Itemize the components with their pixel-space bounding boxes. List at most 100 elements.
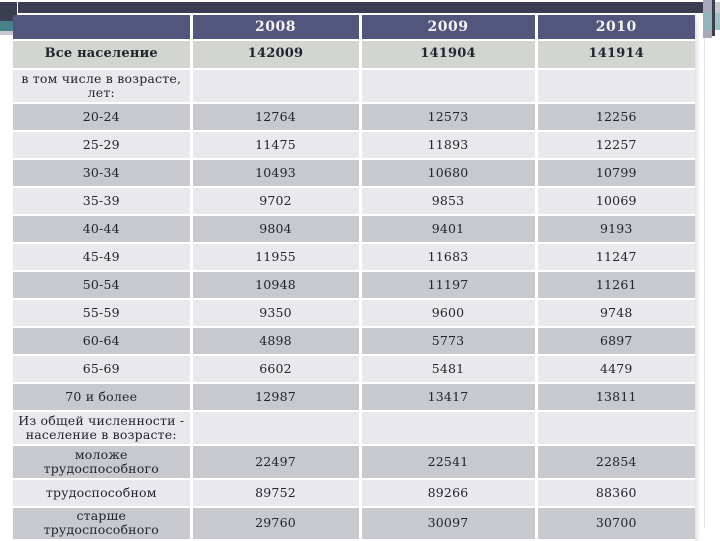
value-cell: 5481 [360, 355, 538, 384]
value-cell: 6602 [191, 355, 362, 384]
top-accent-bar [18, 2, 703, 13]
row-label: трудоспособном [13, 479, 193, 508]
value-cell [360, 69, 538, 104]
value-cell: 12257 [536, 131, 695, 160]
column-header-2010: 2010 [536, 15, 695, 41]
right-accent-gray-tip [715, 2, 720, 13]
value-cell: 10069 [536, 187, 695, 216]
table-row: 30-34 10493 10680 10799 [13, 159, 695, 188]
column-header-2008: 2008 [191, 15, 362, 41]
table-row: Из общей численности - население в возра… [13, 411, 695, 446]
value-cell: 9401 [360, 215, 538, 244]
row-label: 25-29 [13, 131, 193, 160]
value-cell: 10493 [191, 159, 362, 188]
row-label: старше трудоспособного [13, 507, 193, 541]
table-row: 20-24 12764 12573 12256 [13, 103, 695, 132]
value-cell: 11247 [536, 243, 695, 272]
value-cell: 12987 [191, 383, 362, 412]
row-label: 20-24 [13, 103, 193, 132]
value-cell: 11261 [536, 271, 695, 300]
table-row: Все население 142009 141904 141914 [13, 40, 695, 70]
value-cell: 29760 [191, 507, 362, 541]
value-cell: 13417 [360, 383, 538, 412]
value-cell: 12764 [191, 103, 362, 132]
value-cell: 142009 [191, 40, 362, 70]
value-cell: 88360 [536, 479, 695, 508]
row-label: 40-44 [13, 215, 193, 244]
value-cell: 30097 [360, 507, 538, 541]
value-cell [536, 69, 695, 104]
population-by-age-table: 2008 2009 2010 Все население 142009 141904 14… [13, 15, 695, 541]
value-cell: 4898 [191, 327, 362, 356]
value-cell: 9600 [360, 299, 538, 328]
value-cell: 10799 [536, 159, 695, 188]
row-label: моложе трудоспособного [13, 445, 193, 480]
table-row: 40-44 9804 9401 9193 [13, 215, 695, 244]
row-label: 30-34 [13, 159, 193, 188]
row-label: 50-54 [13, 271, 193, 300]
table-row: 60-64 4898 5773 6897 [13, 327, 695, 356]
row-label: 45-49 [13, 243, 193, 272]
value-cell [191, 69, 362, 104]
value-cell: 10680 [360, 159, 538, 188]
value-cell: 11955 [191, 243, 362, 272]
value-cell [536, 411, 695, 446]
table-row: 45-49 11955 11683 11247 [13, 243, 695, 272]
value-cell: 9193 [536, 215, 695, 244]
row-label: 70 и более [13, 383, 193, 412]
left-accent-gray-square [0, 31, 17, 35]
value-cell: 9804 [191, 215, 362, 244]
row-label: 35-39 [13, 187, 193, 216]
value-cell [360, 411, 538, 446]
column-header-labels [13, 15, 193, 41]
table-row: трудоспособном 89752 89266 88360 [13, 479, 695, 508]
value-cell: 9853 [360, 187, 538, 216]
value-cell: 22541 [360, 445, 538, 480]
value-cell: 4479 [536, 355, 695, 384]
right-accent-teal-block [703, 12, 720, 30]
value-cell: 11683 [360, 243, 538, 272]
table-row: 35-39 9702 9853 10069 [13, 187, 695, 216]
row-label: 65-69 [13, 355, 193, 384]
row-label: в том числе в возрасте, лет: [13, 69, 193, 104]
table-header-row: 2008 2009 2010 [13, 15, 695, 41]
value-cell: 12256 [536, 103, 695, 132]
value-cell: 11197 [360, 271, 538, 300]
value-cell: 141904 [360, 40, 538, 70]
row-label: 60-64 [13, 327, 193, 356]
value-cell: 5773 [360, 327, 538, 356]
value-cell: 6897 [536, 327, 695, 356]
right-accent-navy-line [712, 0, 715, 36]
right-faint-divider [704, 38, 705, 528]
row-label: 55-59 [13, 299, 193, 328]
value-cell: 22854 [536, 445, 695, 480]
table-row: 65-69 6602 5481 4479 [13, 355, 695, 384]
value-cell: 13811 [536, 383, 695, 412]
row-label: Из общей численности - население в возра… [13, 411, 193, 446]
table-row: в том числе в возрасте, лет: [13, 69, 695, 104]
value-cell: 12573 [360, 103, 538, 132]
table-row: моложе трудоспособного 22497 22541 22854 [13, 445, 695, 480]
value-cell [191, 411, 362, 446]
value-cell: 141914 [536, 40, 695, 70]
table-row: 70 и более 12987 13417 13811 [13, 383, 695, 412]
value-cell: 89266 [360, 479, 538, 508]
value-cell: 9748 [536, 299, 695, 328]
left-accent-navy-square [0, 2, 17, 21]
value-cell: 22497 [191, 445, 362, 480]
row-label: Все население [13, 40, 193, 70]
value-cell: 30700 [536, 507, 695, 541]
left-accent-teal-square [0, 21, 17, 31]
value-cell: 10948 [191, 271, 362, 300]
value-cell: 9350 [191, 299, 362, 328]
table-row: 25-29 11475 11893 12257 [13, 131, 695, 160]
table-row: старше трудоспособного 29760 30097 30700 [13, 507, 695, 541]
table-row: 55-59 9350 9600 9748 [13, 299, 695, 328]
value-cell: 9702 [191, 187, 362, 216]
value-cell: 11475 [191, 131, 362, 160]
value-cell: 89752 [191, 479, 362, 508]
table-row: 50-54 10948 11197 11261 [13, 271, 695, 300]
column-header-2009: 2009 [360, 15, 538, 41]
value-cell: 11893 [360, 131, 538, 160]
